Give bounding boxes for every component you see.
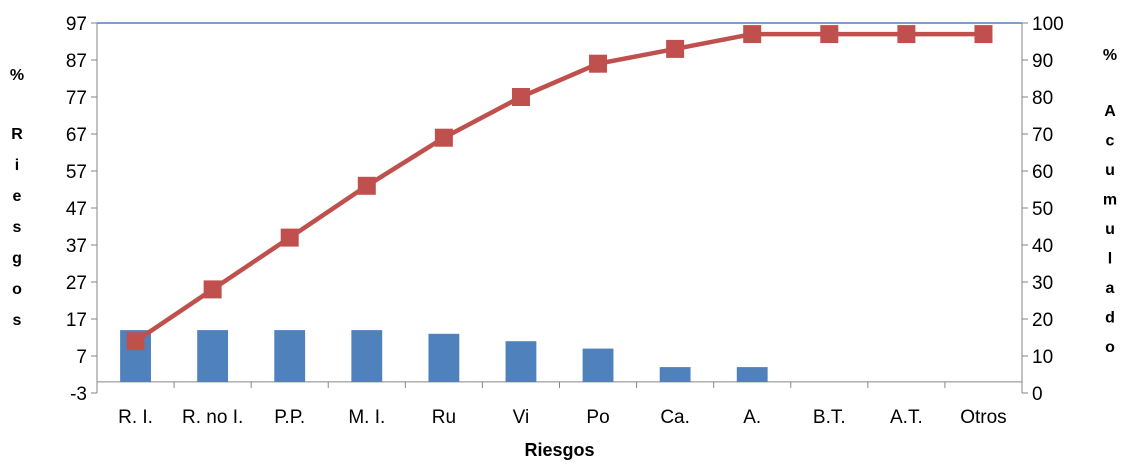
bar [197, 330, 229, 382]
category-label: Po [586, 407, 609, 428]
left-tick-label: -3 [70, 384, 87, 405]
category-label: R. I. [118, 407, 153, 428]
category-label: P.P. [274, 407, 305, 428]
y-axis-right-title-letter: u [1105, 162, 1115, 179]
line-marker [589, 54, 608, 73]
left-tick-label: 57 [66, 162, 87, 183]
y-axis-right-title-letter: d [1105, 310, 1115, 327]
left-tick-label: 37 [66, 236, 87, 257]
line-marker [743, 25, 762, 44]
y-axis-left-title-letter: % [10, 67, 24, 84]
bar [659, 367, 691, 382]
y-axis-left-title-letter: s [13, 219, 22, 236]
x-axis-title: Riesgos [524, 440, 594, 460]
bar [428, 333, 460, 382]
line-marker [434, 128, 453, 147]
bar [505, 341, 537, 382]
cumulative-line [134, 31, 984, 344]
left-tick-label: 87 [66, 51, 87, 72]
right-tick-label: 100 [1032, 14, 1064, 35]
y-axis-right-title-letter: % [1103, 47, 1117, 64]
left-tick-label: 67 [66, 125, 87, 146]
y-axis-right-title-letter: A [1104, 103, 1116, 120]
right-tick-label: 10 [1032, 347, 1053, 368]
y-axis-left-title-letter: i [15, 157, 19, 174]
line-marker [897, 25, 916, 44]
bar [274, 330, 306, 382]
left-tick-label: 97 [66, 14, 87, 35]
line-marker [357, 176, 376, 195]
y-axis-right-title-letter: a [1106, 280, 1115, 297]
category-axis-ticks: R. I. R. no I. P.P. M. I. Ru Vi Po Ca. A. B.T. A.T… [96, 381, 1023, 428]
line-marker [820, 25, 839, 44]
category-label: Otros [960, 407, 1006, 428]
line-marker [126, 332, 145, 351]
y-axis-left-title-letter: g [12, 250, 22, 267]
line-marker [280, 228, 299, 247]
category-label: Vi [513, 407, 530, 428]
y-axis-right-title-letter: u [1105, 221, 1115, 238]
category-label: Ru [432, 407, 456, 428]
y-axis-left-title-letter: s [13, 312, 22, 329]
y-axis-left-title-letter: R [11, 126, 23, 143]
right-tick-label: 40 [1032, 236, 1053, 257]
right-tick-label: 70 [1032, 125, 1053, 146]
left-tick-label: 27 [66, 273, 87, 294]
category-label: B.T. [813, 407, 846, 428]
left-tick-label: 47 [66, 199, 87, 220]
cumulative-line-series [126, 25, 993, 351]
line-marker [974, 25, 993, 44]
category-label: R. no I. [182, 407, 243, 428]
y-axis-left-title-letter: e [13, 188, 22, 205]
y-axis-right-title-letter: m [1103, 192, 1117, 209]
bar [582, 348, 614, 382]
category-label: M. I. [348, 407, 385, 428]
right-tick-label: 50 [1032, 199, 1053, 220]
right-tick-label: 80 [1032, 88, 1053, 109]
category-label: A. [743, 407, 761, 428]
y-axis-left-title: %Riesgos [10, 67, 24, 329]
left-tick-label: 7 [76, 347, 87, 368]
right-tick-label: 60 [1032, 162, 1053, 183]
right-tick-label: 90 [1032, 51, 1053, 72]
y-axis-right-title-letter: l [1108, 251, 1112, 268]
category-label: A.T. [890, 407, 923, 428]
line-marker [666, 39, 685, 58]
y-axis-right-title-letter: c [1106, 133, 1115, 150]
right-tick-label: 30 [1032, 273, 1053, 294]
line-marker [203, 280, 222, 299]
left-tick-label: 77 [66, 88, 87, 109]
left-axis-ticks: -3 7 17 27 37 47 57 67 77 87 97 [66, 14, 97, 405]
right-tick-label: 0 [1032, 384, 1043, 405]
bar [351, 330, 383, 382]
bar-series [120, 330, 768, 382]
category-label: Ca. [660, 407, 690, 428]
line-marker [511, 88, 530, 106]
y-axis-left-title-letter: o [12, 281, 22, 298]
right-tick-label: 20 [1032, 310, 1053, 331]
left-tick-label: 17 [66, 310, 87, 331]
y-axis-right-title-letter: o [1105, 339, 1115, 356]
bar [736, 367, 768, 382]
right-axis-ticks: 0 10 20 30 40 50 60 70 80 90 100 [1022, 14, 1064, 405]
